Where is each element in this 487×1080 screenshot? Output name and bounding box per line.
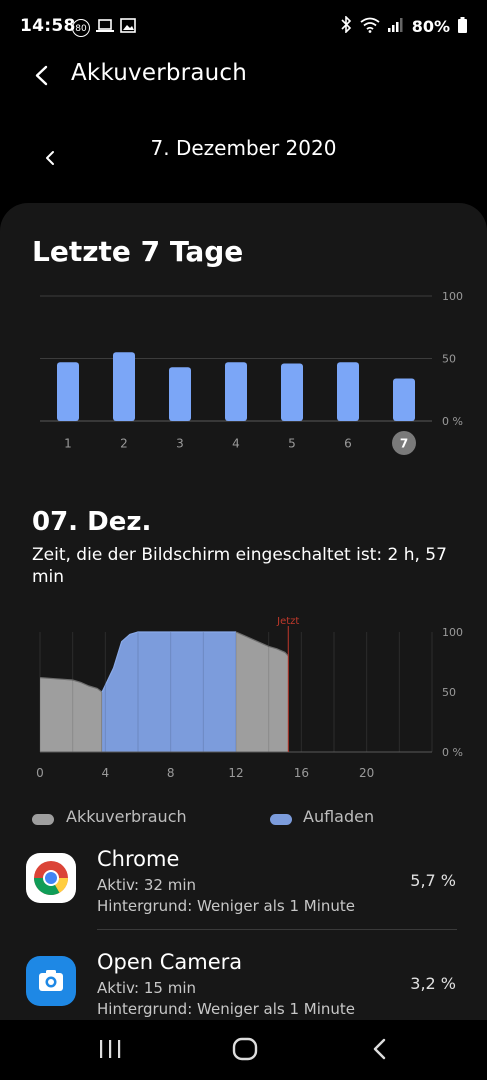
day-battery-chart: Jetzt 100 50 0 % 0 4 8 12 16 20	[36, 616, 463, 780]
signal-icon	[387, 17, 404, 36]
app-name: Open Camera	[97, 950, 243, 974]
app-background-time: Hintergrund: Weniger als 1 Minute	[97, 1000, 356, 1018]
week-x-tick-label: 4	[232, 437, 240, 451]
legend-usage-swatch	[32, 814, 54, 825]
app-item-chrome[interactable]: Chrome Aktiv: 32 min Hintergrund: Wenige…	[0, 847, 487, 943]
week-x-tick-label: 1	[64, 437, 72, 451]
day-x-tick-label: 20	[359, 766, 374, 780]
charging-area	[102, 632, 236, 752]
now-label: Jetzt	[276, 616, 299, 627]
app-item-open-camera[interactable]: Open Camera Aktiv: 15 min Hintergrund: W…	[0, 950, 487, 1033]
date-label: 7. Dezember 2020	[150, 136, 337, 160]
week-bar	[169, 367, 191, 421]
legend-charging-label: Aufladen	[303, 807, 375, 826]
battery-percent: 80%	[411, 17, 450, 36]
day-x-tick-label: 4	[102, 766, 110, 780]
series-line	[39, 677, 103, 752]
chrome-icon	[26, 853, 76, 903]
day-x-tick-label: 16	[294, 766, 309, 780]
day-y-tick-label: 100	[442, 626, 463, 639]
week-x-tick-label: 5	[288, 437, 296, 451]
system-icons: 80%	[340, 15, 467, 37]
day-x-tick-label: 0	[36, 766, 44, 780]
week-y-tick-label: 0 %	[442, 415, 463, 428]
status-time: 14:58	[20, 16, 76, 36]
week-bar-chart: 100 50 0 % 1 2 3 4 5 6 7	[40, 290, 463, 455]
week-bar	[113, 352, 135, 421]
page-title: Akkuverbrauch	[71, 60, 248, 86]
notification-icons: 80	[72, 18, 136, 37]
image-icon	[120, 18, 136, 37]
week-y-tick-label: 100	[442, 290, 463, 303]
series-line	[101, 631, 236, 693]
usage-area	[236, 632, 289, 752]
week-x-tick-label: 3	[176, 437, 184, 451]
navigation-bar	[0, 1020, 487, 1080]
wifi-icon	[360, 17, 380, 37]
day-x-tick-label: 8	[167, 766, 175, 780]
day-title: 07. Dez.	[32, 507, 152, 537]
week-x-tick-label: 7	[400, 437, 408, 451]
day-y-tick-label: 0 %	[442, 746, 463, 759]
back-arrow-icon	[35, 65, 48, 86]
week-bar	[281, 363, 303, 421]
back-icon	[373, 1038, 386, 1060]
recents-icon	[100, 1040, 121, 1058]
week-x-tick-label: 2	[120, 437, 128, 451]
week-bar	[225, 362, 247, 421]
chevron-left-icon	[46, 151, 54, 165]
legend-charging-swatch	[270, 814, 292, 825]
app-percent: 5,7 %	[410, 871, 456, 890]
week-x-tick-label: 6	[344, 437, 352, 451]
recents-button[interactable]	[95, 1034, 125, 1064]
legend-usage-label: Akkuverbrauch	[66, 807, 187, 826]
previous-day-button[interactable]	[36, 140, 66, 176]
home-button[interactable]	[229, 1033, 261, 1065]
laptop-icon	[96, 18, 114, 37]
status-bar: 14:58 80 80%	[0, 0, 487, 56]
chart-legend: Akkuverbrauch Aufladen	[32, 807, 472, 831]
battery-icon	[458, 16, 467, 37]
back-button[interactable]	[26, 58, 62, 94]
app-active-time: Aktiv: 32 min	[97, 876, 197, 894]
day-y-tick-label: 50	[442, 686, 456, 699]
home-icon	[232, 1037, 258, 1061]
week-y-tick-label: 50	[442, 353, 456, 366]
screen-time-text: Zeit, die der Bildschirm eingeschaltet i…	[32, 545, 447, 587]
list-divider	[97, 929, 457, 930]
bluetooth-icon	[340, 15, 352, 37]
badge-icon: 80	[72, 18, 90, 37]
usage-area	[40, 677, 103, 752]
selected-day-marker	[392, 431, 416, 455]
week-bar	[393, 378, 415, 421]
app-name: Chrome	[97, 847, 180, 871]
app-background-time: Hintergrund: Weniger als 1 Minute	[97, 897, 356, 915]
battery-card: Letzte 7 Tage 100 50 0 % 1 2 3 4 5 6 7 07. Dez. Z…	[0, 203, 487, 1033]
week-bar	[57, 362, 79, 421]
nav-back-button[interactable]	[365, 1034, 395, 1064]
day-x-tick-label: 12	[228, 766, 243, 780]
week-bar	[337, 362, 359, 421]
series-line	[235, 631, 289, 657]
week-title: Letzte 7 Tage	[32, 235, 244, 268]
camera-icon	[26, 956, 76, 1006]
app-active-time: Aktiv: 15 min	[97, 979, 197, 997]
app-percent: 3,2 %	[410, 974, 456, 993]
